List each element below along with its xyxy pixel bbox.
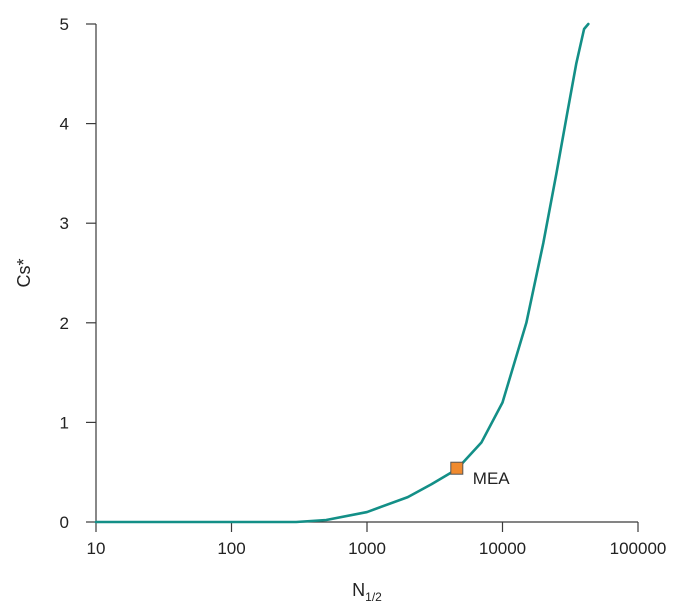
x-axis-title: N1/2 (352, 580, 382, 603)
y-tick-label: 5 (60, 15, 69, 34)
y-tick-label: 4 (60, 115, 69, 134)
x-axis-title-subscript: 1/2 (365, 590, 382, 603)
data-point-marker (450, 461, 464, 475)
y-tick-label: 1 (60, 413, 69, 432)
axes: 10 100 1000 10000 100000 0 1 2 3 4 5 (60, 15, 667, 558)
x-tick-label: 10000 (479, 539, 526, 558)
series-layer (94, 22, 590, 524)
x-tick-label: 1000 (348, 539, 386, 558)
marker-layer: MEA (450, 461, 511, 488)
y-tick-label: 2 (60, 314, 69, 333)
data-point-label: MEA (473, 469, 511, 488)
x-tick-label: 100000 (610, 539, 667, 558)
x-axis-title-main: N (352, 580, 365, 600)
x-tick-label: 10 (87, 539, 106, 558)
y-tick-label: 3 (60, 214, 69, 233)
y-axis-title: Cs* (14, 258, 34, 287)
x-tick-label: 100 (217, 539, 245, 558)
series-line (94, 22, 590, 524)
y-tick-label: 0 (60, 513, 69, 532)
